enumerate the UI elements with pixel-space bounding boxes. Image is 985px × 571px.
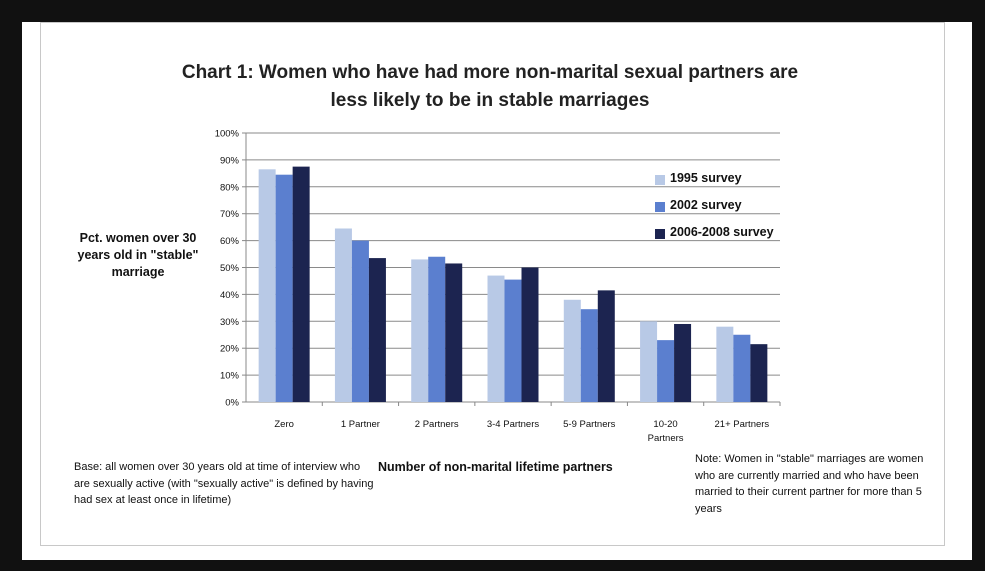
bar-1995-survey-1 xyxy=(334,228,352,402)
x-tick-labels: Zero 1 Partner 2 Partners 3-4 Partners 5-9 P… xyxy=(274,419,769,444)
x-tick-label: 3-4 Partners xyxy=(487,419,540,430)
bar-2002-survey-4 xyxy=(580,309,598,402)
legend-swatch-1995 xyxy=(655,175,665,185)
legend-label-2002: 2002 survey xyxy=(670,198,742,212)
y-tick-label: 100% xyxy=(215,129,240,140)
bar-1995-survey-2 xyxy=(411,259,429,402)
legend-swatch-2002 xyxy=(655,202,665,212)
y-tick-label: 20% xyxy=(220,344,240,355)
y-tick-label: 90% xyxy=(220,155,240,166)
bar-2002-survey-5 xyxy=(657,340,675,402)
bar-1995-survey-3 xyxy=(487,275,505,402)
bar-2006-2008-survey-4 xyxy=(597,290,615,402)
y-tick-label: 80% xyxy=(220,182,240,193)
x-tick-label: 5-9 Partners xyxy=(563,419,616,430)
bar-2006-2008-survey-1 xyxy=(368,258,386,402)
bar-2002-survey-2 xyxy=(428,256,446,402)
bar-1995-survey-4 xyxy=(563,299,581,402)
y-tick-label: 50% xyxy=(220,263,240,274)
legend-label-1995: 1995 survey xyxy=(670,171,742,185)
bar-2006-2008-survey-6 xyxy=(750,344,768,402)
x-axis-label: Number of non-marital lifetime partners xyxy=(378,460,613,474)
x-tick-label: Zero xyxy=(274,419,294,430)
y-tick-label: 30% xyxy=(220,317,240,328)
base-note: Base: all women over 30 years old at tim… xyxy=(74,461,374,506)
chart-title-line-2: less likely to be in stable marriages xyxy=(330,90,650,111)
chart-frame xyxy=(40,22,945,546)
bar-2006-2008-survey-5 xyxy=(674,323,692,402)
y-tick-label: 40% xyxy=(220,290,240,301)
bar-2006-2008-survey-2 xyxy=(445,263,463,402)
bar-2002-survey-6 xyxy=(733,334,751,402)
y-tick-label: 0% xyxy=(225,398,239,409)
x-tick-label: 10-20 Partners xyxy=(648,419,684,444)
definition-note: Note: Women in "stable" marriages are wo… xyxy=(695,453,924,515)
y-tick-labels: 0% 10% 20% 30% 40% 50% 60% 70% 80% 90% 100% xyxy=(215,129,240,409)
bar-2006-2008-survey-3 xyxy=(521,267,539,402)
bar-2002-survey-0 xyxy=(275,174,293,402)
chart-title-line-1: Chart 1: Women who have had more non-mar… xyxy=(181,62,799,83)
legend-label-2006-2008: 2006-2008 survey xyxy=(670,225,774,239)
bar-1995-survey-6 xyxy=(716,326,734,402)
y-tick-label: 70% xyxy=(220,209,240,220)
x-tick-label: 2 Partners xyxy=(415,419,459,430)
x-tick-label: 21+ Partners xyxy=(715,419,770,430)
bar-1995-survey-5 xyxy=(640,321,658,402)
y-axis-label: Pct. women over 30 years old in "stable"… xyxy=(77,231,199,279)
bar-2002-survey-3 xyxy=(504,279,522,402)
bars xyxy=(258,166,768,402)
legend-swatch-2006-2008 xyxy=(655,229,665,239)
bar-2002-survey-1 xyxy=(351,240,369,402)
bar-2006-2008-survey-0 xyxy=(292,166,310,402)
y-tick-label: 10% xyxy=(220,371,240,382)
y-tick-label: 60% xyxy=(220,236,240,247)
bar-1995-survey-0 xyxy=(258,169,276,402)
x-tick-label: 1 Partner xyxy=(341,419,380,430)
